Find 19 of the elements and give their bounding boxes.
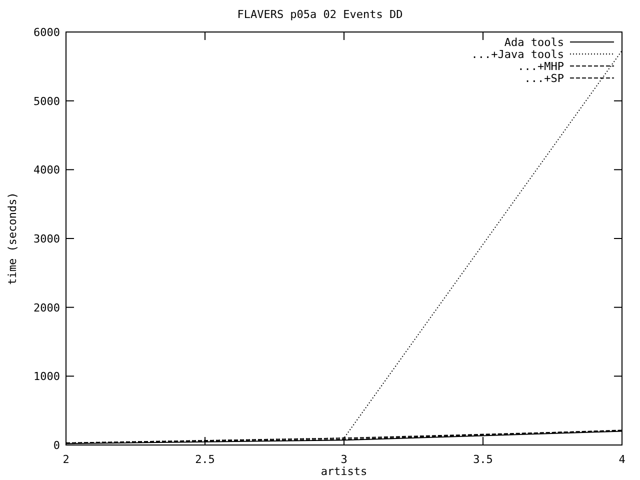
chart-title: FLAVERS p05a 02 Events DD (237, 8, 403, 21)
x-tick-label: 2 (62, 453, 70, 466)
legend-label: ...+Java tools (471, 48, 564, 61)
y-tick-label: 5000 (34, 94, 60, 108)
y-axis-title: time (seconds) (6, 192, 19, 285)
x-tick-label: 4 (618, 453, 626, 466)
x-tick-label: 3 (340, 453, 348, 466)
legend-label: ...+SP (524, 72, 564, 85)
y-tick-label: 6000 (34, 26, 60, 39)
x-tick-label: 3.5 (473, 453, 493, 466)
legend-label: ...+MHP (518, 60, 564, 73)
x-tick-label: 2.5 (195, 453, 215, 466)
legend-label: Ada tools (504, 36, 564, 49)
y-tick-label: 2000 (34, 301, 60, 314)
y-tick-label: 1000 (34, 370, 60, 384)
y-tick-label: 4000 (34, 164, 60, 177)
y-tick-label: 0 (53, 439, 60, 452)
x-axis-title: artists (320, 465, 368, 478)
y-tick-label: 3000 (34, 232, 60, 246)
